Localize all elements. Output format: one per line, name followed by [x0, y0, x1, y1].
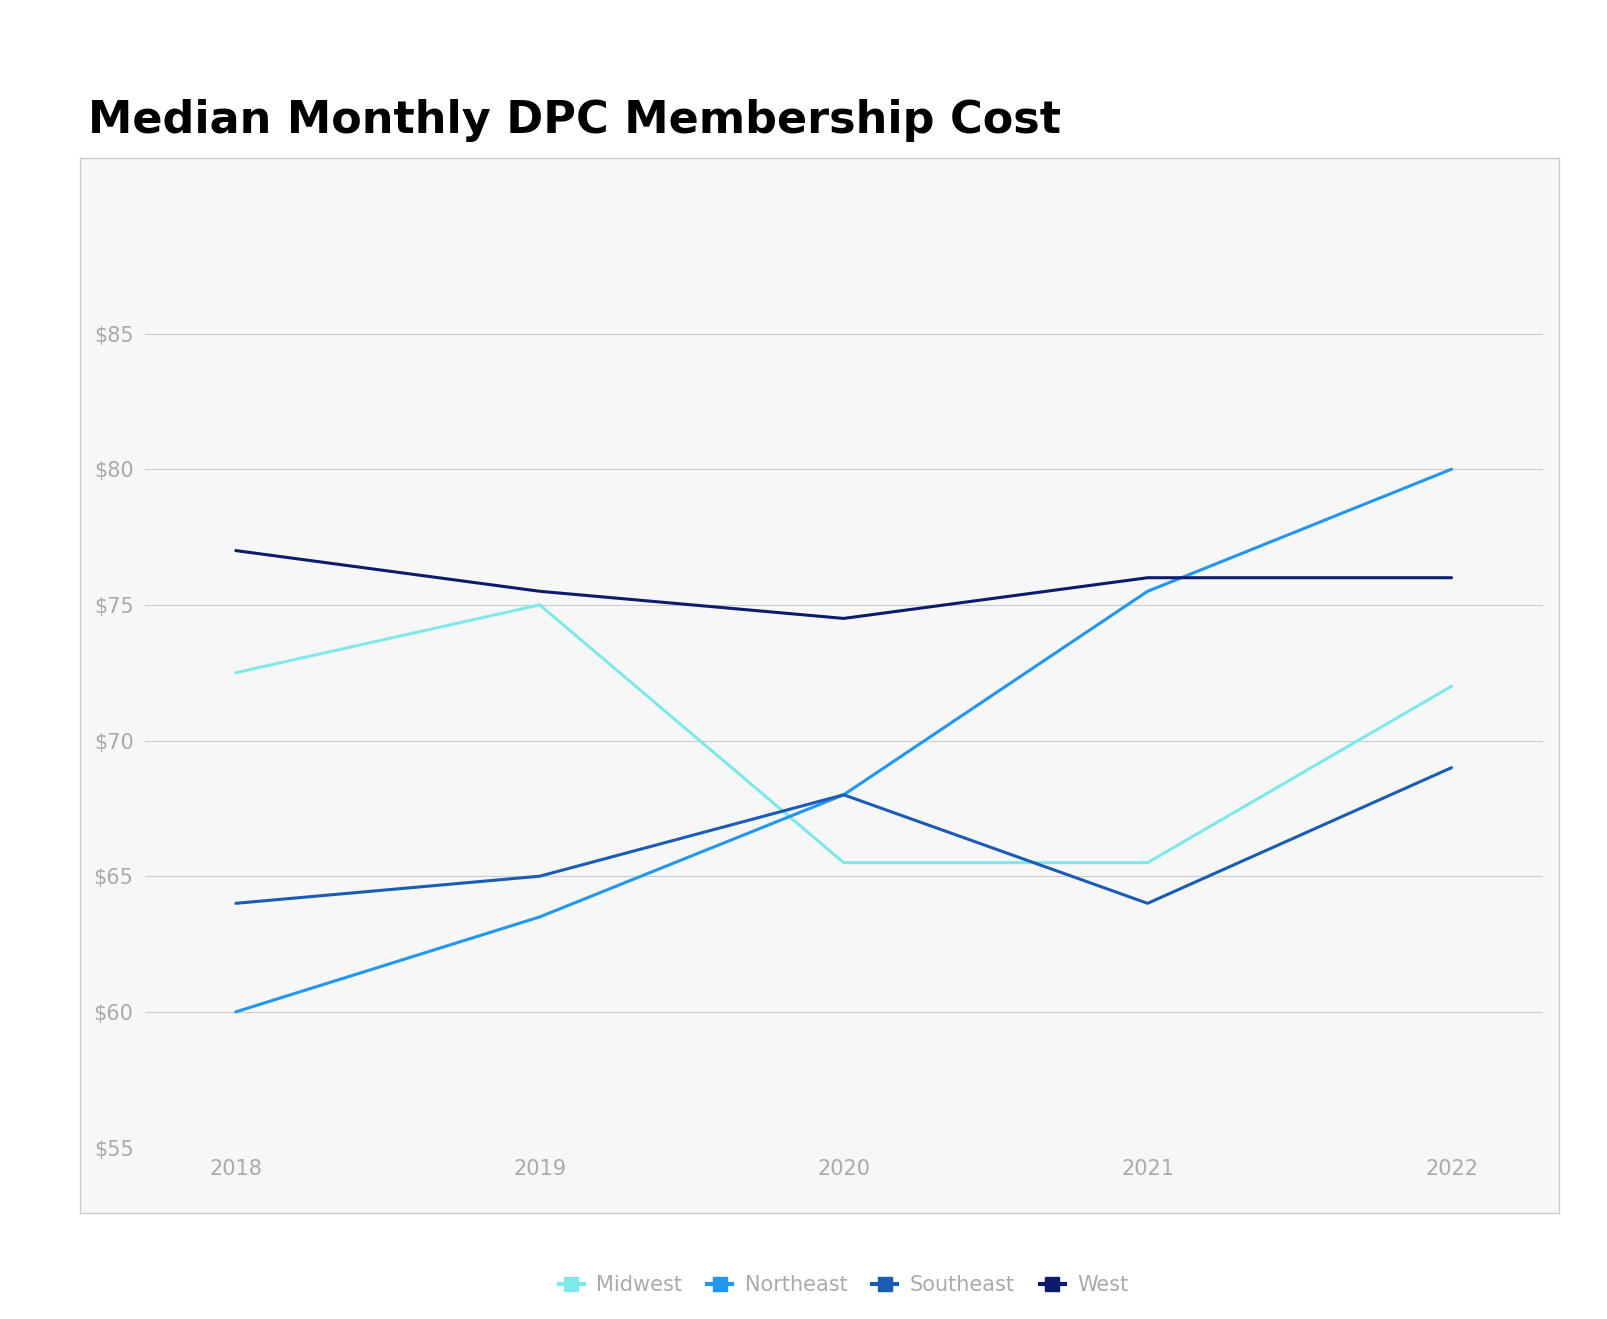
Legend: Midwest, Northeast, Southeast, West: Midwest, Northeast, Southeast, West: [550, 1266, 1138, 1303]
Text: Median Monthly DPC Membership Cost: Median Monthly DPC Membership Cost: [88, 99, 1061, 142]
